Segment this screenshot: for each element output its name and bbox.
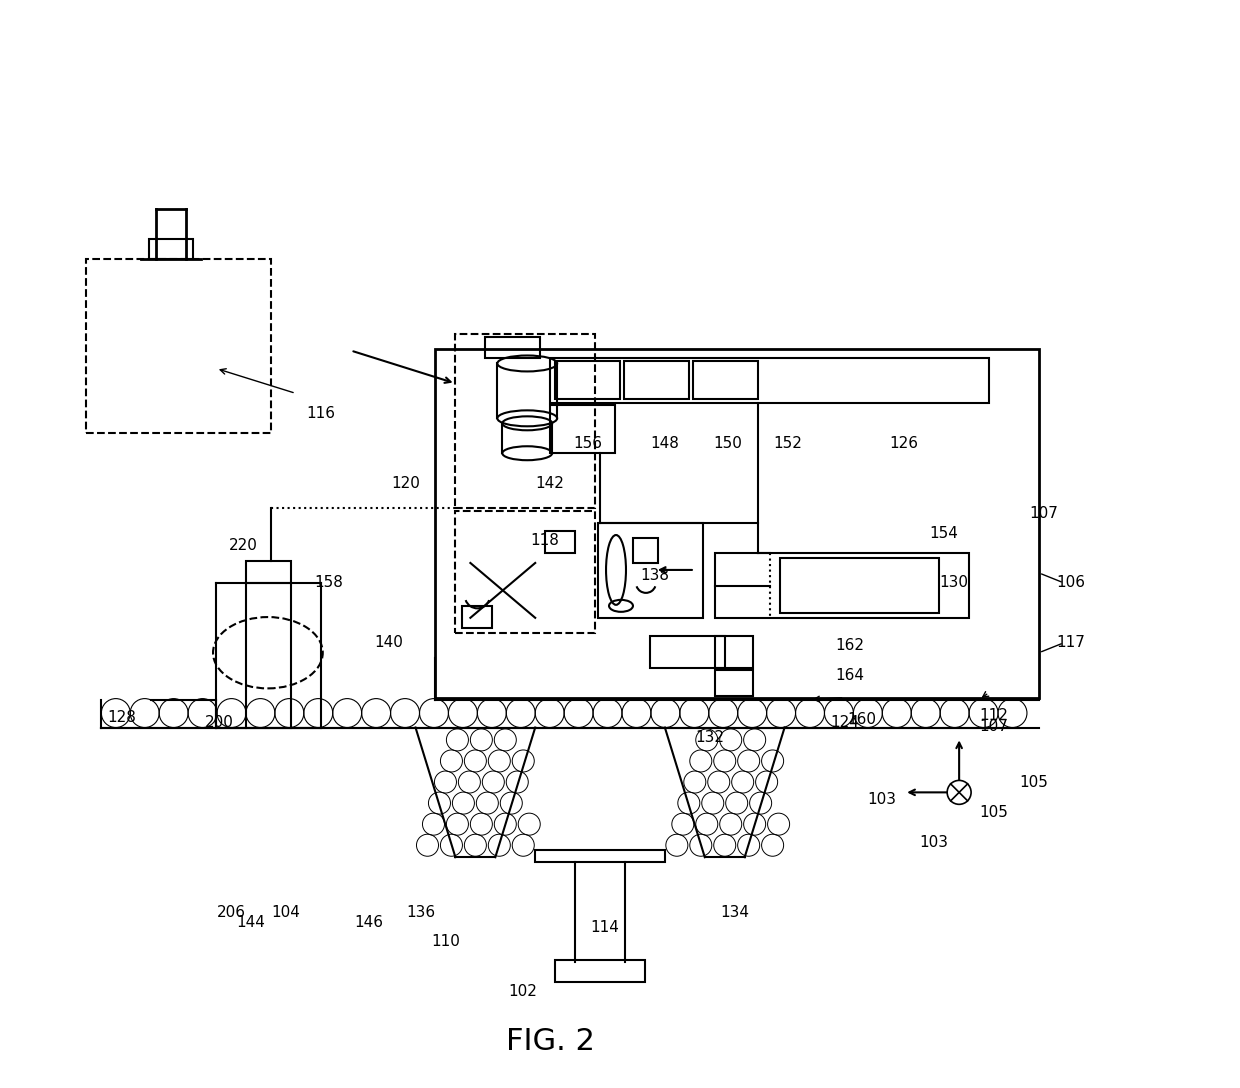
- Text: 134: 134: [720, 904, 749, 919]
- Text: FIG. 2: FIG. 2: [506, 1027, 595, 1056]
- Text: 132: 132: [696, 730, 724, 745]
- Text: 116: 116: [306, 406, 335, 421]
- Text: 138: 138: [640, 568, 670, 583]
- Bar: [149, 238, 193, 259]
- Bar: [598, 523, 703, 618]
- Text: 220: 220: [228, 539, 258, 554]
- Bar: [551, 358, 990, 404]
- Text: 158: 158: [314, 576, 343, 591]
- Bar: [714, 635, 753, 668]
- Text: 162: 162: [835, 639, 864, 653]
- Bar: [650, 635, 724, 668]
- Text: 130: 130: [940, 576, 968, 591]
- Bar: [624, 361, 689, 399]
- Text: 126: 126: [890, 436, 919, 450]
- Text: 110: 110: [432, 935, 460, 950]
- Text: 112: 112: [980, 708, 1008, 724]
- Text: 164: 164: [835, 668, 864, 683]
- Bar: [435, 348, 1039, 697]
- Text: 114: 114: [590, 919, 620, 935]
- Bar: [632, 537, 658, 562]
- Text: 102: 102: [508, 985, 537, 1000]
- Text: 146: 146: [355, 915, 383, 929]
- Bar: [546, 531, 575, 553]
- Bar: [693, 361, 758, 399]
- Text: 106: 106: [1056, 576, 1085, 591]
- Text: 117: 117: [1056, 635, 1085, 651]
- Text: 152: 152: [773, 436, 802, 450]
- Text: 154: 154: [930, 526, 959, 541]
- Bar: [780, 558, 939, 613]
- Bar: [714, 670, 753, 695]
- Bar: [551, 406, 615, 454]
- Text: 107: 107: [980, 718, 1008, 733]
- Text: 160: 160: [847, 712, 875, 727]
- Text: 128: 128: [107, 710, 135, 725]
- Bar: [536, 850, 665, 862]
- Text: 124: 124: [830, 715, 859, 730]
- Text: 105: 105: [1019, 775, 1048, 790]
- Bar: [556, 361, 620, 399]
- Text: 140: 140: [374, 635, 403, 651]
- Text: 104: 104: [272, 904, 300, 919]
- Bar: [455, 334, 595, 508]
- Text: 200: 200: [205, 715, 233, 730]
- Bar: [463, 606, 492, 628]
- Bar: [714, 553, 970, 618]
- Text: 136: 136: [405, 904, 435, 919]
- Text: 118: 118: [531, 532, 559, 547]
- Text: 103: 103: [867, 792, 895, 807]
- Text: 148: 148: [651, 436, 680, 450]
- Text: 120: 120: [391, 475, 420, 491]
- Bar: [246, 561, 291, 583]
- Text: 144: 144: [237, 915, 265, 929]
- Text: 206: 206: [217, 904, 246, 919]
- Circle shape: [947, 780, 971, 804]
- Text: 156: 156: [574, 436, 603, 450]
- Text: 142: 142: [536, 475, 564, 491]
- Bar: [455, 511, 595, 633]
- Bar: [87, 259, 270, 433]
- Text: 107: 107: [1029, 506, 1059, 520]
- Text: 105: 105: [980, 805, 1008, 820]
- Text: 103: 103: [920, 834, 949, 850]
- Text: 150: 150: [713, 436, 743, 450]
- Bar: [485, 336, 541, 358]
- Bar: [556, 960, 645, 981]
